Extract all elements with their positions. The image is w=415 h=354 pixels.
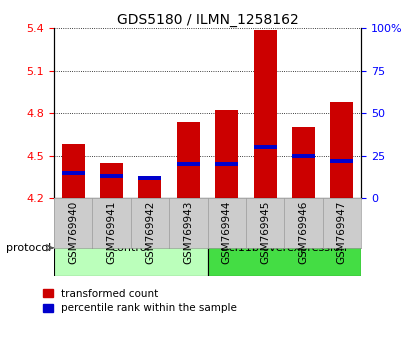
Text: Bcl11b overexpression: Bcl11b overexpression — [221, 243, 347, 253]
Text: GSM769940: GSM769940 — [68, 201, 78, 264]
Text: GSM769944: GSM769944 — [222, 201, 232, 264]
Bar — [254, 30, 276, 198]
Legend: transformed count, percentile rank within the sample: transformed count, percentile rank withi… — [39, 285, 242, 318]
Text: GSM769941: GSM769941 — [107, 201, 117, 264]
Bar — [139, 180, 161, 198]
Title: GDS5180 / ILMN_1258162: GDS5180 / ILMN_1258162 — [117, 13, 298, 27]
Bar — [54, 219, 208, 276]
Bar — [254, 145, 276, 149]
Bar — [330, 102, 354, 198]
Text: GSM769947: GSM769947 — [337, 201, 347, 264]
Text: GSM769943: GSM769943 — [183, 201, 193, 264]
Bar — [100, 163, 123, 198]
Bar — [215, 162, 238, 166]
Bar — [139, 176, 161, 180]
Text: GSM769946: GSM769946 — [298, 201, 308, 264]
Bar — [62, 171, 85, 175]
Bar — [292, 127, 315, 198]
Text: GSM769942: GSM769942 — [145, 201, 155, 264]
Text: protocol: protocol — [6, 243, 51, 253]
Bar — [215, 110, 238, 198]
Bar — [177, 122, 200, 198]
Text: control: control — [111, 243, 150, 253]
Bar — [292, 154, 315, 158]
Bar — [177, 162, 200, 166]
Bar — [100, 174, 123, 178]
Text: GSM769945: GSM769945 — [260, 201, 270, 264]
Bar — [62, 144, 85, 198]
Bar — [330, 159, 354, 163]
Bar — [208, 219, 361, 276]
